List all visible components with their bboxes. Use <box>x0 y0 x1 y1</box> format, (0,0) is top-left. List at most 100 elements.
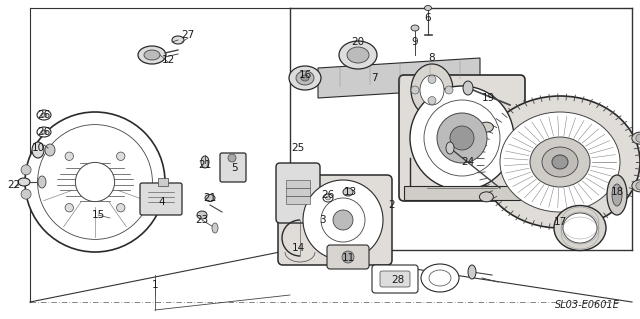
Text: 26: 26 <box>37 110 51 120</box>
Ellipse shape <box>607 175 627 215</box>
Circle shape <box>437 113 487 163</box>
Ellipse shape <box>301 75 309 81</box>
Ellipse shape <box>554 205 606 250</box>
Text: 24: 24 <box>461 157 475 167</box>
Bar <box>158 178 168 186</box>
Ellipse shape <box>411 25 419 31</box>
Ellipse shape <box>446 142 454 154</box>
Circle shape <box>65 204 74 212</box>
Circle shape <box>424 100 500 176</box>
Ellipse shape <box>326 196 330 200</box>
Ellipse shape <box>421 264 459 292</box>
Circle shape <box>636 134 640 142</box>
Ellipse shape <box>289 66 321 90</box>
Ellipse shape <box>41 113 47 117</box>
Ellipse shape <box>552 155 568 169</box>
Ellipse shape <box>563 213 597 243</box>
Text: 23: 23 <box>195 215 209 225</box>
Circle shape <box>25 112 165 252</box>
Ellipse shape <box>347 47 369 63</box>
Bar <box>286 188 310 196</box>
Circle shape <box>21 165 31 175</box>
FancyBboxPatch shape <box>278 175 392 265</box>
FancyBboxPatch shape <box>276 163 320 223</box>
Circle shape <box>303 180 383 260</box>
FancyBboxPatch shape <box>399 75 525 201</box>
Ellipse shape <box>339 41 377 69</box>
Ellipse shape <box>18 178 30 186</box>
Bar <box>286 180 310 188</box>
Ellipse shape <box>530 137 590 187</box>
Ellipse shape <box>323 194 333 202</box>
Ellipse shape <box>612 184 622 206</box>
Text: 26: 26 <box>321 190 335 200</box>
Ellipse shape <box>480 96 640 228</box>
Text: 6: 6 <box>425 13 431 23</box>
Text: 14: 14 <box>291 243 305 253</box>
Text: 5: 5 <box>230 163 237 173</box>
Text: 12: 12 <box>161 55 175 65</box>
Text: 15: 15 <box>92 210 104 220</box>
Ellipse shape <box>205 195 215 202</box>
Ellipse shape <box>201 156 209 168</box>
Text: 9: 9 <box>412 37 419 47</box>
Ellipse shape <box>144 50 160 60</box>
Text: 17: 17 <box>554 217 566 227</box>
Ellipse shape <box>172 36 184 44</box>
Circle shape <box>410 86 514 190</box>
Ellipse shape <box>632 132 640 144</box>
Text: 21: 21 <box>198 160 212 170</box>
Ellipse shape <box>45 144 55 156</box>
Ellipse shape <box>479 122 493 132</box>
Ellipse shape <box>32 142 44 158</box>
Circle shape <box>21 189 31 199</box>
Text: 21: 21 <box>204 193 216 203</box>
Ellipse shape <box>197 211 207 219</box>
FancyBboxPatch shape <box>140 183 182 215</box>
Text: 25: 25 <box>291 143 305 153</box>
Text: 11: 11 <box>341 253 355 263</box>
Bar <box>404 186 520 200</box>
Circle shape <box>428 97 436 105</box>
Text: 20: 20 <box>351 37 365 47</box>
Text: 2: 2 <box>388 200 396 210</box>
Ellipse shape <box>424 5 431 11</box>
Circle shape <box>411 86 419 94</box>
FancyBboxPatch shape <box>372 265 418 293</box>
Circle shape <box>116 204 125 212</box>
Text: 4: 4 <box>159 197 165 207</box>
Polygon shape <box>318 58 480 98</box>
Ellipse shape <box>542 147 578 177</box>
Ellipse shape <box>38 176 46 188</box>
Ellipse shape <box>296 71 314 85</box>
FancyBboxPatch shape <box>327 245 369 269</box>
Text: 1: 1 <box>152 280 158 290</box>
FancyBboxPatch shape <box>220 153 246 182</box>
Circle shape <box>321 198 365 242</box>
Text: 16: 16 <box>298 70 312 80</box>
Text: 27: 27 <box>181 30 195 40</box>
Text: 18: 18 <box>611 187 623 197</box>
FancyBboxPatch shape <box>380 271 410 287</box>
Circle shape <box>38 125 152 239</box>
Ellipse shape <box>420 75 444 105</box>
Circle shape <box>116 152 125 160</box>
Circle shape <box>65 152 74 160</box>
Circle shape <box>76 162 115 202</box>
Text: 26: 26 <box>37 127 51 137</box>
Text: 28: 28 <box>392 275 404 285</box>
Ellipse shape <box>343 188 353 196</box>
Circle shape <box>333 210 353 230</box>
Ellipse shape <box>41 130 47 134</box>
Bar <box>286 196 310 204</box>
Circle shape <box>445 86 453 94</box>
Ellipse shape <box>37 110 51 120</box>
Text: 8: 8 <box>429 53 435 63</box>
Ellipse shape <box>468 265 476 279</box>
Circle shape <box>342 251 354 263</box>
Ellipse shape <box>37 127 51 137</box>
Text: SL03-E0601E: SL03-E0601E <box>555 300 620 310</box>
Ellipse shape <box>632 180 640 192</box>
Ellipse shape <box>463 81 473 95</box>
Text: 13: 13 <box>344 187 356 197</box>
